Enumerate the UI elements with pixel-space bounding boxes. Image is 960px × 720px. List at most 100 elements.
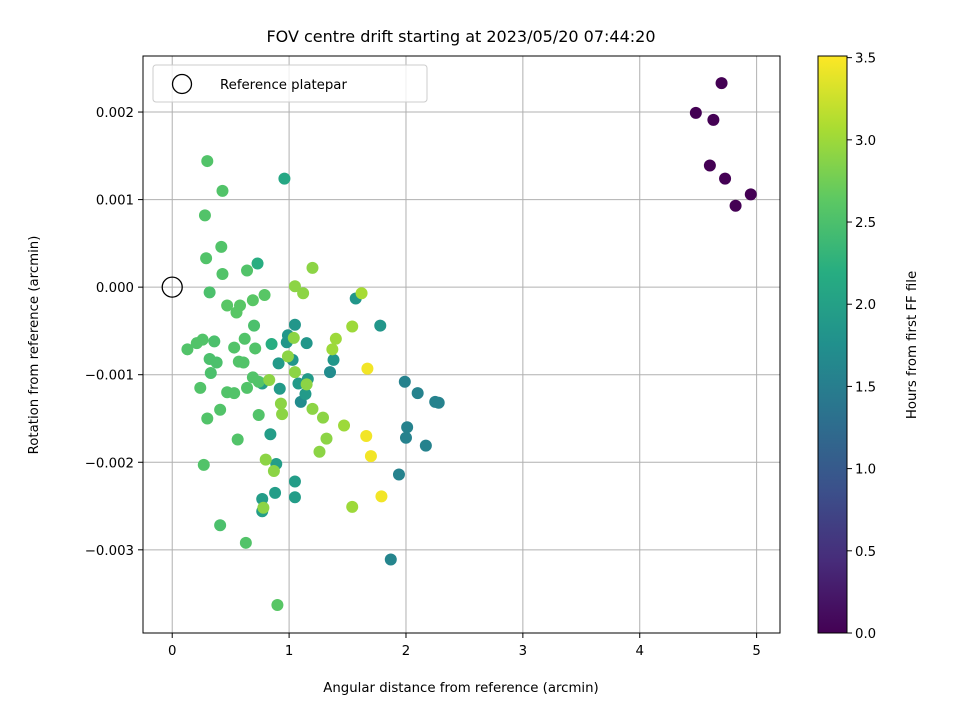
legend-marker-circle <box>171 73 193 95</box>
scatter-point <box>198 209 211 222</box>
x-tick-label: 5 <box>752 644 760 659</box>
scatter-point <box>324 366 337 379</box>
scatter-point <box>288 491 301 504</box>
scatter-point <box>221 299 234 312</box>
scatter-point <box>703 159 716 172</box>
scatter-point <box>346 500 359 513</box>
scatter-point <box>214 519 227 532</box>
scatter-point <box>419 439 432 452</box>
legend: Reference platepar <box>152 64 428 103</box>
scatter-point <box>274 397 287 410</box>
scatter-point <box>320 432 333 445</box>
scatter-point <box>297 287 310 300</box>
colorbar-tick-label: 1.0 <box>855 463 876 478</box>
scatter-point <box>360 429 373 442</box>
scatter-point <box>288 318 301 331</box>
scatter-point <box>204 366 217 379</box>
scatter-point <box>306 261 319 274</box>
data-points <box>181 77 757 611</box>
scatter-point <box>329 332 342 345</box>
scatter-point <box>238 332 251 345</box>
legend-label: Reference platepar <box>220 78 347 93</box>
scatter-point <box>256 493 269 506</box>
scatter-point <box>338 419 351 432</box>
scatter-point <box>299 387 312 400</box>
scatter-point <box>729 199 742 212</box>
y-axis-label: Rotation from reference (arcmin) <box>27 236 42 455</box>
scatter-point <box>278 172 291 185</box>
scatter-point <box>241 381 254 394</box>
scatter-point <box>273 382 286 395</box>
scatter-point <box>744 188 757 201</box>
scatter-point <box>228 387 241 400</box>
y-tick-label: −0.001 <box>85 369 134 384</box>
scatter-point <box>251 257 264 270</box>
scatter-point <box>288 366 301 379</box>
scatter-point <box>288 475 301 488</box>
colorbar-tick-label: 2.0 <box>855 298 876 313</box>
legend-box <box>152 64 428 103</box>
scatter-point <box>258 289 271 302</box>
scatter-point <box>257 501 270 514</box>
colorbar-gradient <box>818 56 847 633</box>
scatter-point <box>288 280 301 293</box>
scatter-point <box>399 431 412 444</box>
scatter-point <box>231 433 244 446</box>
scatter-point <box>300 337 313 350</box>
scatter-point <box>401 421 414 434</box>
reference-point <box>161 276 183 298</box>
scatter-point <box>194 381 207 394</box>
scatter-point <box>208 335 221 348</box>
scatter-point <box>264 428 277 441</box>
scatter-point <box>281 350 294 363</box>
scatter-point <box>201 412 214 425</box>
scatter-point <box>230 306 243 319</box>
scatter-point <box>287 331 300 344</box>
x-tick-label: 2 <box>402 644 410 659</box>
scatter-point <box>715 77 728 90</box>
scatter-point <box>374 319 387 332</box>
scatter-point <box>269 486 282 499</box>
scatter-point <box>210 356 223 369</box>
scatter-point <box>432 396 445 409</box>
colorbar-tick-label: 2.5 <box>855 216 876 231</box>
y-tick-label: 0.002 <box>96 106 134 121</box>
scatter-point <box>326 343 339 356</box>
colorbar-tick-label: 3.0 <box>855 134 876 149</box>
scatter-point <box>276 408 289 421</box>
scatter-point <box>216 184 229 197</box>
x-tick-label: 1 <box>285 644 293 659</box>
scatter-point <box>411 387 424 400</box>
colorbar-tick-label: 0.0 <box>855 627 876 642</box>
scatter-point <box>252 408 265 421</box>
colorbar-ticks: 0.0 0.5 1.0 1.5 2.0 2.5 3.0 3.5 <box>847 52 876 642</box>
scatter-point <box>384 553 397 566</box>
x-tick-label: 3 <box>519 644 527 659</box>
x-axis-label: Angular distance from reference (arcmin) <box>323 681 598 696</box>
plot-frame <box>142 55 781 634</box>
scatter-point <box>200 252 213 265</box>
scatter-point <box>300 378 313 391</box>
scatter-point <box>355 287 368 300</box>
scatter-point <box>215 240 228 253</box>
scatter-point <box>249 342 262 355</box>
scatter-point <box>239 536 252 549</box>
scatter-point <box>306 402 319 415</box>
scatter-point <box>203 286 216 299</box>
scatter-point <box>707 113 720 126</box>
scatter-point <box>216 268 229 281</box>
scatter-point <box>375 490 388 503</box>
scatter-point <box>689 106 702 119</box>
colorbar-tick-label: 0.5 <box>855 545 876 560</box>
y-tick-label: −0.002 <box>85 456 134 471</box>
scatter-point <box>265 338 278 351</box>
scatter-point <box>327 353 340 366</box>
scatter-point <box>267 465 280 478</box>
scatter-point <box>259 453 272 466</box>
scatter-point <box>361 362 374 375</box>
grid-lines <box>143 56 780 633</box>
scatter-point <box>364 450 377 463</box>
reference-marker <box>161 276 183 298</box>
